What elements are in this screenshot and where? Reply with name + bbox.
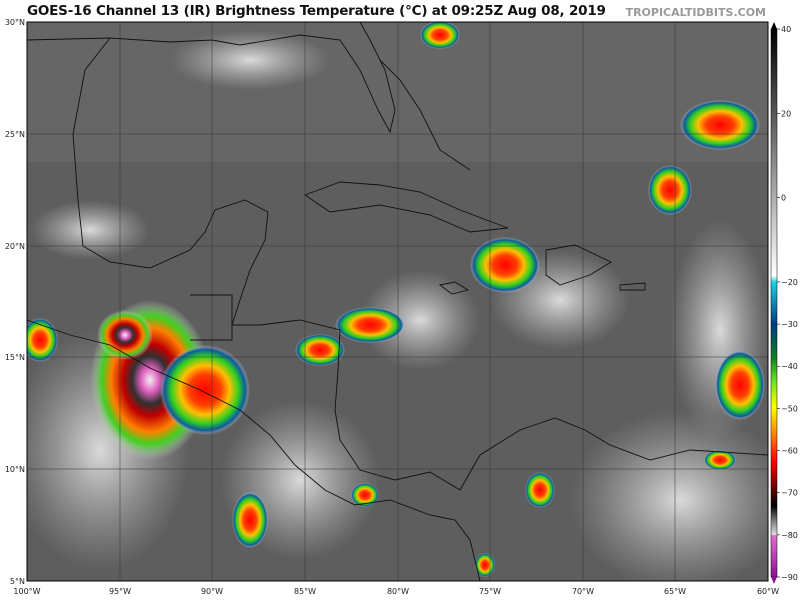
lat-label: 5°N <box>10 577 25 586</box>
colorbar-tick-label: 0 <box>781 194 786 203</box>
lon-label: 60°W <box>757 587 779 596</box>
lon-label: 100°W <box>13 587 40 596</box>
lat-label: 15°N <box>5 353 25 362</box>
colorbar-tick-label: −80 <box>781 531 798 540</box>
imagery-layer <box>27 22 768 581</box>
lon-label: 95°W <box>109 587 131 596</box>
lat-label: 30°N <box>5 18 25 27</box>
lon-label: 65°W <box>664 587 686 596</box>
lon-label: 75°W <box>479 587 501 596</box>
colorbar-tick-label: 20 <box>781 109 791 118</box>
colorbar: 40 20 0 −20 −30 −40 −50 −60 −70 −80 −90 <box>770 22 798 584</box>
lon-label: 90°W <box>201 587 223 596</box>
coastlines <box>27 22 768 581</box>
graticule <box>27 22 768 581</box>
lat-label: 10°N <box>5 465 25 474</box>
lat-label: 25°N <box>5 130 25 139</box>
colorbar-tick-label: −50 <box>781 404 798 413</box>
map-title: GOES-16 Channel 13 (IR) Brightness Tempe… <box>27 3 606 19</box>
lon-label: 70°W <box>572 587 594 596</box>
colorbar-tick-label: −20 <box>781 278 798 287</box>
colorbar-tick-label: −70 <box>781 489 798 498</box>
lon-label: 85°W <box>294 587 316 596</box>
colorbar-tick-label: −60 <box>781 447 798 456</box>
colorbar-max-arrow <box>771 22 777 29</box>
colorbar-min-arrow <box>771 577 777 584</box>
colorbar-tick-label: −30 <box>781 320 798 329</box>
lat-label: 20°N <box>5 242 25 251</box>
lon-label: 80°W <box>387 587 409 596</box>
map-frame <box>26 21 769 582</box>
colorbar-tick-label: −90 <box>781 573 798 582</box>
colorbar-tick-label: −40 <box>781 362 798 371</box>
colorbar-tick-label: 40 <box>781 25 791 34</box>
brand-watermark: TROPICALTIDBITS.COM <box>625 6 766 19</box>
